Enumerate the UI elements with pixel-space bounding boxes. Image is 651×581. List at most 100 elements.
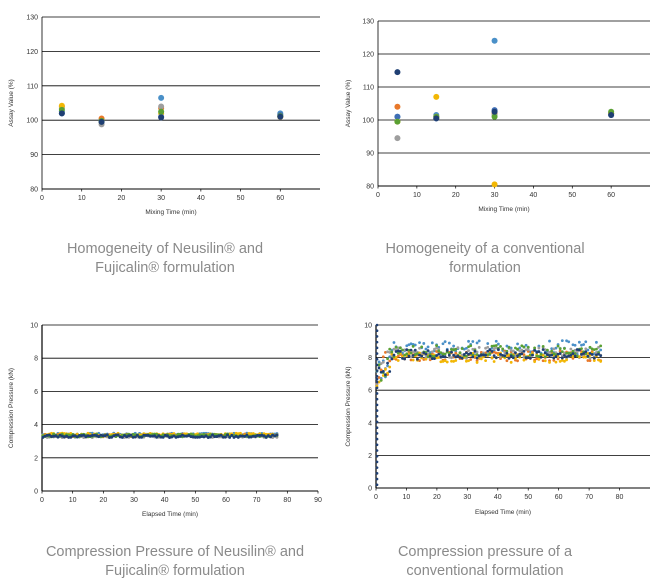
data-point (565, 355, 568, 359)
data-point (428, 351, 432, 354)
data-point (543, 351, 547, 355)
data-point (571, 356, 575, 360)
data-point (584, 355, 588, 359)
x-tick-label: 30 (491, 192, 499, 199)
data-point (486, 353, 490, 357)
x-tick-label: 10 (69, 497, 77, 504)
data-point (388, 365, 392, 369)
data-point (258, 434, 262, 438)
data-point (454, 355, 458, 359)
x-axis-label: Elapsed Time (min) (142, 511, 198, 518)
data-point (430, 341, 434, 345)
data-point (548, 354, 551, 358)
data-point (375, 477, 379, 481)
data-point (563, 347, 566, 350)
data-point (580, 352, 583, 356)
data-point (588, 351, 592, 355)
data-point (507, 356, 511, 360)
caption-homogeneity-conventional: Homogeneity of a conventional formulatio… (350, 240, 620, 278)
data-point (490, 349, 494, 353)
caption-line-2: formulation (449, 260, 521, 276)
x-tick-label: 0 (40, 497, 44, 504)
data-point (467, 352, 470, 356)
data-point (435, 350, 438, 353)
data-point (522, 355, 526, 359)
data-point (394, 358, 398, 361)
data-point (375, 454, 379, 458)
data-point (469, 358, 473, 361)
data-point (435, 344, 438, 347)
data-point (67, 435, 71, 439)
data-point (577, 355, 581, 359)
data-point (550, 353, 554, 357)
data-point (165, 434, 169, 438)
data-point (486, 345, 490, 349)
data-point (516, 342, 519, 346)
data-point (264, 435, 268, 439)
data-point (486, 349, 490, 353)
data-point (473, 349, 477, 353)
data-point (416, 357, 419, 361)
data-point (238, 434, 242, 438)
data-point (490, 346, 494, 350)
data-point (505, 349, 509, 353)
data-point (520, 348, 524, 352)
data-point (467, 345, 470, 349)
data-point (195, 435, 199, 439)
data-point (597, 352, 600, 356)
data-point (580, 347, 583, 351)
y-tick-label: 130 (26, 15, 38, 22)
x-tick-label: 50 (568, 192, 576, 199)
data-point (537, 350, 541, 353)
data-point (454, 359, 458, 362)
x-tick-label: 80 (616, 494, 624, 501)
data-point (375, 483, 379, 487)
data-point (484, 346, 487, 350)
data-point (567, 351, 571, 355)
data-point (522, 358, 526, 362)
caption-line-1: Compression pressure of a (397, 544, 573, 560)
data-point (116, 433, 120, 437)
data-point (394, 356, 398, 359)
data-point (437, 356, 441, 359)
data-point (599, 354, 603, 357)
data-point (475, 350, 479, 354)
data-point (82, 433, 86, 437)
y-axis-label: Compression Pressure (kN) (8, 368, 15, 448)
data-point (511, 349, 515, 353)
data-point (77, 433, 81, 437)
data-point (407, 343, 411, 347)
data-point (405, 344, 409, 348)
data-point (496, 348, 500, 351)
x-axis-label: Elapsed Time (min) (475, 509, 531, 516)
data-point (375, 363, 379, 367)
x-tick-label: 50 (191, 497, 199, 504)
y-tick-label: 4 (368, 420, 372, 427)
data-point (426, 352, 430, 356)
y-tick-label: 0 (368, 486, 372, 493)
data-point (475, 341, 479, 345)
data-point (416, 352, 419, 355)
data-point (381, 355, 385, 359)
data-point (172, 434, 176, 438)
data-point (592, 348, 596, 352)
data-point (465, 354, 468, 358)
data-point (443, 340, 447, 343)
data-point (396, 346, 400, 350)
x-tick-label: 20 (433, 494, 441, 501)
data-point (588, 359, 592, 362)
data-point (465, 351, 468, 355)
data-point (157, 434, 161, 438)
data-point (155, 435, 159, 439)
data-point (586, 354, 590, 358)
data-point (409, 342, 413, 346)
data-point (413, 353, 417, 356)
data-point (528, 353, 532, 357)
data-point (460, 353, 464, 357)
x-tick-label: 10 (413, 192, 421, 199)
data-point (375, 397, 379, 401)
data-point (213, 435, 217, 439)
data-point (537, 346, 541, 350)
x-tick-label: 80 (283, 497, 291, 504)
data-point (522, 353, 526, 357)
